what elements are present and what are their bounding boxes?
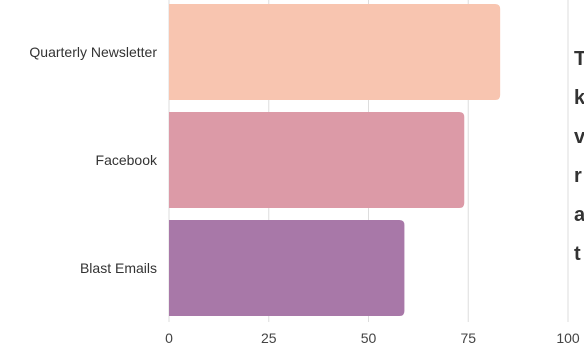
side-text-line: t bbox=[574, 243, 581, 265]
category-label: Facebook bbox=[96, 152, 158, 168]
side-text-line: T bbox=[574, 48, 584, 70]
x-tick-label: 75 bbox=[460, 330, 476, 346]
x-tick-label: 0 bbox=[165, 330, 173, 346]
bars bbox=[169, 4, 501, 316]
x-tick-labels: 0 25 50 75 100 bbox=[165, 330, 580, 346]
category-labels: Quarterly Newsletter Facebook Blast Emails bbox=[29, 44, 158, 276]
category-label: Quarterly Newsletter bbox=[29, 44, 157, 60]
side-text-line: k bbox=[574, 87, 584, 109]
x-tick-label: 100 bbox=[556, 330, 580, 346]
side-text-line: v bbox=[574, 126, 584, 148]
x-tick-label: 25 bbox=[261, 330, 277, 346]
bar bbox=[169, 4, 501, 100]
category-label: Blast Emails bbox=[80, 260, 157, 276]
side-text-line: r bbox=[574, 165, 582, 187]
side-text-line: a bbox=[574, 204, 584, 226]
bar bbox=[169, 112, 465, 208]
x-tick-label: 50 bbox=[361, 330, 377, 346]
side-text: T k v r a t bbox=[574, 40, 584, 274]
bar bbox=[169, 220, 405, 316]
